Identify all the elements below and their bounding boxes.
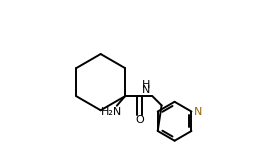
Text: N: N: [142, 86, 150, 96]
Text: H: H: [142, 80, 150, 90]
Text: H₂N: H₂N: [101, 107, 122, 117]
Text: O: O: [135, 115, 144, 125]
Text: N: N: [194, 107, 203, 117]
